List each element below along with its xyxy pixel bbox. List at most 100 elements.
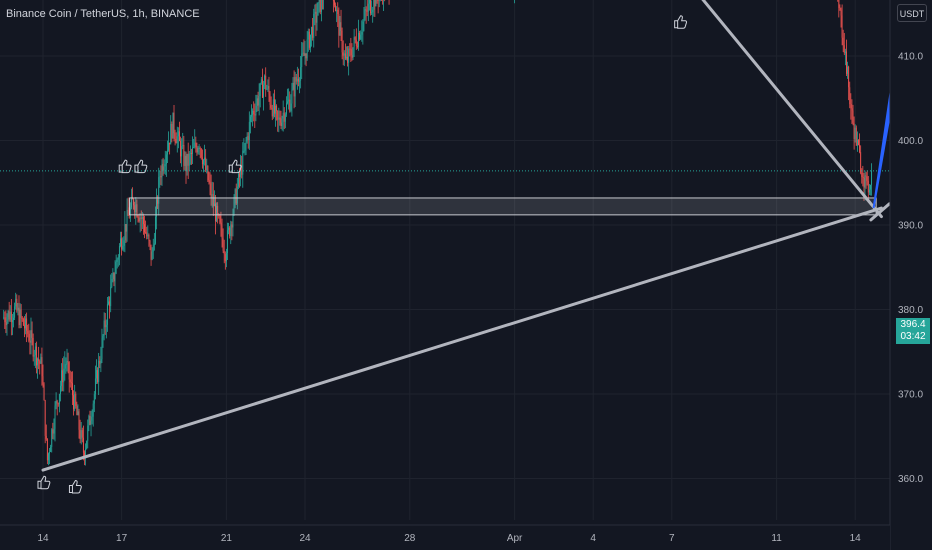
candle-body <box>365 9 367 11</box>
candle-body <box>374 0 376 7</box>
candle-body <box>90 420 92 425</box>
drawings[interactable] <box>0 0 932 494</box>
candle-body <box>63 368 65 383</box>
thumbs-up-icon <box>228 159 242 174</box>
candle-body <box>300 67 302 81</box>
candle-body <box>278 117 280 120</box>
last-price-value: 396.4 <box>900 319 926 330</box>
candle-body <box>145 232 147 234</box>
candle-body <box>227 230 228 254</box>
candle-body <box>65 364 67 365</box>
time-tick-label: 21 <box>221 533 233 544</box>
candle-body <box>335 5 337 12</box>
candle-body <box>860 152 862 173</box>
candle-body <box>13 317 14 320</box>
trend-line <box>41 206 883 472</box>
candle-body <box>168 142 169 151</box>
candle-body <box>282 112 284 119</box>
candle-body <box>310 34 311 48</box>
candle-body <box>114 273 116 282</box>
candle-body <box>864 175 866 188</box>
candle-body <box>312 27 314 38</box>
candle-body <box>225 253 227 262</box>
candle-body <box>251 115 252 117</box>
candle-body <box>126 209 128 232</box>
price-tick-label: 360.0 <box>898 474 923 485</box>
candle-body <box>213 203 215 207</box>
candle-body <box>271 107 273 117</box>
candle-body <box>144 224 145 233</box>
candle-body <box>33 355 35 357</box>
candle-body <box>378 0 380 1</box>
candle-body <box>862 177 864 178</box>
candle-body <box>843 45 845 54</box>
candle-body <box>242 150 244 175</box>
candle-body <box>115 261 117 274</box>
candle-body <box>200 148 202 158</box>
candle-body <box>152 244 154 252</box>
candle-body <box>839 7 841 10</box>
candle-body <box>42 376 44 385</box>
time-tick-label: 7 <box>669 533 675 544</box>
candle-body <box>87 425 89 441</box>
candle-body <box>15 298 17 307</box>
candle-body <box>232 214 234 228</box>
thumbs-up-shape <box>228 159 242 174</box>
candle-body <box>26 318 28 331</box>
candle-body <box>150 244 152 260</box>
candle-body <box>147 234 149 237</box>
candle-body <box>859 145 861 153</box>
candle-body <box>118 246 120 258</box>
candle-body <box>304 53 306 56</box>
candle-body <box>853 122 855 140</box>
candle-body <box>194 142 196 147</box>
candle-body <box>111 278 113 288</box>
candle-body <box>64 364 66 369</box>
candle-body <box>313 13 315 38</box>
candle-body <box>85 448 87 459</box>
candle-body <box>116 259 118 262</box>
candle-body <box>368 0 370 4</box>
candle-body <box>185 155 187 172</box>
thumbs-up-shape <box>674 15 688 29</box>
candle-body <box>3 317 5 319</box>
candle-body <box>359 32 361 40</box>
candle-body <box>367 3 369 12</box>
candle-body <box>148 234 150 241</box>
candle-body <box>108 301 109 305</box>
currency-button[interactable]: USDT <box>897 4 927 22</box>
candle-body <box>138 218 140 222</box>
candle-body <box>233 197 235 215</box>
candle-body <box>31 330 33 338</box>
candle-body <box>157 199 159 204</box>
candle-body <box>866 176 868 181</box>
thumbs-up-icon <box>118 159 132 174</box>
candle-body <box>103 320 105 336</box>
candle-body <box>261 79 263 98</box>
candle-body <box>355 39 357 47</box>
candle-body <box>201 157 203 165</box>
candle-body <box>30 330 32 343</box>
candle-body <box>296 78 298 82</box>
candle-body <box>249 116 251 122</box>
candle-body <box>863 177 865 188</box>
candle-body <box>125 224 127 232</box>
candle-body <box>68 362 70 380</box>
candle-body <box>211 194 213 198</box>
time-tick-label: 11 <box>771 533 782 544</box>
candle-body <box>373 0 375 10</box>
candle-body <box>199 147 201 149</box>
candle-body <box>50 447 52 453</box>
candle-body <box>101 338 103 360</box>
candle-body <box>205 157 207 171</box>
candle-body <box>341 30 343 53</box>
candle-body <box>302 52 304 54</box>
candle-body <box>269 94 271 105</box>
candle-body <box>91 416 93 421</box>
candle-body <box>861 172 863 178</box>
candle-body <box>351 55 353 58</box>
candle-body <box>75 393 77 406</box>
candle-body <box>259 83 261 97</box>
